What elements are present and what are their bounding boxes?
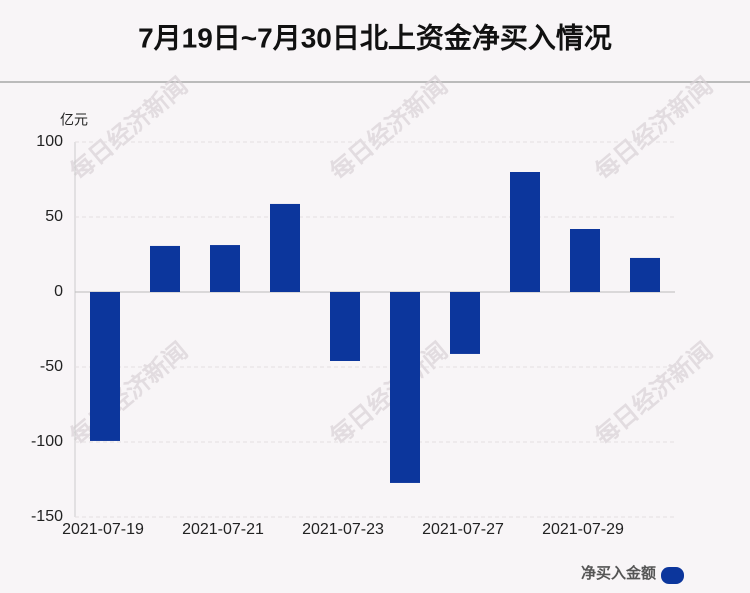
bar bbox=[330, 292, 360, 361]
bar bbox=[630, 257, 660, 292]
y-tick-label: 0 bbox=[54, 283, 63, 300]
bar bbox=[570, 229, 600, 292]
y-tick-label: -150 bbox=[31, 508, 63, 525]
x-tick-label: 2021-07-21 bbox=[182, 521, 264, 538]
y-tick-label: -50 bbox=[40, 358, 63, 375]
bar bbox=[270, 203, 300, 292]
legend-label: 净买入金额 bbox=[581, 564, 656, 582]
x-tick-label: 2021-07-29 bbox=[542, 521, 624, 538]
chart-title: 7月19日~7月30日北上资金净买入情况 bbox=[138, 21, 612, 53]
y-tick-label: 100 bbox=[36, 133, 63, 150]
y-axis-label: 亿元 bbox=[60, 112, 88, 128]
bar bbox=[90, 292, 120, 441]
bar bbox=[210, 245, 240, 292]
bar bbox=[150, 245, 180, 292]
legend-swatch bbox=[661, 567, 684, 584]
x-tick-label: 2021-07-19 bbox=[62, 521, 144, 538]
y-tick-label: 50 bbox=[45, 208, 63, 225]
bar bbox=[390, 292, 420, 483]
bar bbox=[450, 292, 480, 354]
bar bbox=[510, 172, 540, 292]
y-tick-label: -100 bbox=[31, 433, 63, 450]
x-tick-label: 2021-07-27 bbox=[422, 521, 504, 538]
x-tick-label: 2021-07-23 bbox=[302, 521, 384, 538]
